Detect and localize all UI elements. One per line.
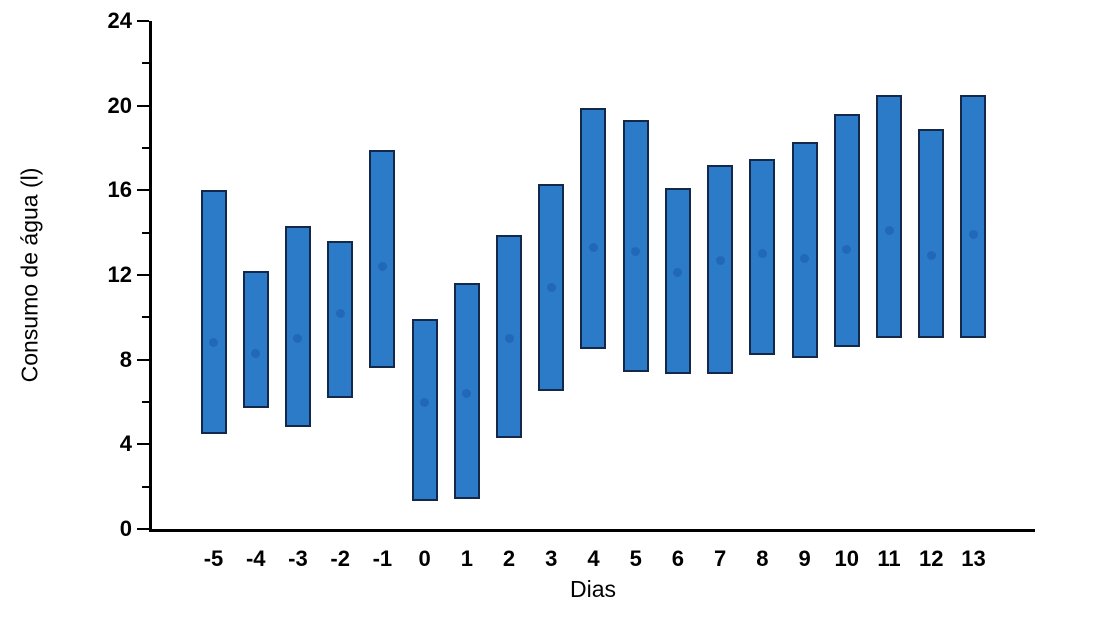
x-tick-label: -3 <box>288 546 308 571</box>
range-bar <box>960 95 987 339</box>
mean-dot <box>293 334 303 343</box>
x-tick-label: 8 <box>756 546 769 571</box>
x-axis-line <box>149 529 1035 532</box>
mean-dot <box>462 389 472 399</box>
x-tick-label: 1 <box>460 546 473 571</box>
mean-dot <box>588 242 598 252</box>
x-tick-label: 6 <box>671 546 685 571</box>
mean-dot <box>631 247 641 257</box>
mean-dot <box>420 397 430 407</box>
y-tick-label: 12 <box>107 262 132 287</box>
range-bar <box>833 114 860 347</box>
x-tick-label: 0 <box>418 546 431 571</box>
x-tick-label: -4 <box>245 546 266 571</box>
x-tick-label: 5 <box>629 546 642 571</box>
range-bar <box>242 270 269 409</box>
x-tick-label: 13 <box>961 546 986 571</box>
x-tick-label: 11 <box>877 546 901 571</box>
y-minor-tick <box>142 231 149 234</box>
x-tick-label: -2 <box>330 546 350 571</box>
mean-dot <box>757 249 767 259</box>
x-tick-label: 4 <box>587 546 600 571</box>
mean-dot <box>546 283 556 293</box>
y-major-tick <box>137 189 149 192</box>
y-major-tick <box>137 358 149 361</box>
x-tick-label: 12 <box>918 546 944 571</box>
x-tick-label: 7 <box>714 546 727 571</box>
y-minor-tick <box>142 147 149 149</box>
y-minor-tick <box>142 485 149 488</box>
mean-dot <box>251 348 261 358</box>
x-tick-label: 3 <box>545 546 558 571</box>
x-tick-label: -1 <box>372 546 393 571</box>
range-bar <box>918 128 945 339</box>
y-tick-label: 16 <box>107 177 132 203</box>
y-tick-label: 8 <box>119 346 132 372</box>
mean-dot <box>504 334 514 343</box>
range-bar <box>327 241 354 398</box>
y-major-tick <box>137 20 149 22</box>
mean-dot <box>968 230 978 240</box>
range-bar <box>664 188 691 375</box>
range-bar <box>200 190 227 434</box>
range-bar <box>876 95 903 339</box>
range-bar <box>284 226 311 428</box>
mean-dot <box>842 245 852 255</box>
mean-dot <box>800 253 810 263</box>
range-bar <box>496 234 523 438</box>
range-bar <box>580 107 607 350</box>
y-tick-label: 24 <box>107 8 132 33</box>
y-tick-label: 0 <box>119 516 132 541</box>
y-tick-label: 20 <box>107 92 132 118</box>
mean-dot <box>715 255 725 265</box>
y-tick-label: 4 <box>119 431 132 457</box>
y-minor-tick <box>142 401 149 403</box>
x-tick-label: 2 <box>502 546 516 571</box>
y-major-tick <box>137 274 149 276</box>
range-bar <box>411 319 438 502</box>
y-major-tick <box>137 528 149 530</box>
y-minor-tick <box>142 316 149 319</box>
range-bar <box>622 120 649 373</box>
mean-dot <box>335 308 345 318</box>
mean-dot <box>377 262 387 272</box>
mean-dot <box>209 338 218 348</box>
y-axis-line <box>149 21 152 532</box>
mean-dot <box>673 268 683 278</box>
range-bar <box>791 141 818 358</box>
range-bar <box>369 150 396 369</box>
y-minor-tick <box>142 62 149 65</box>
x-tick-label: 10 <box>834 546 860 571</box>
range-bar <box>707 164 734 375</box>
x-tick-label: -5 <box>203 546 224 571</box>
y-major-tick <box>137 443 149 446</box>
x-axis-title: Dias <box>569 576 616 602</box>
mean-dot <box>884 226 894 236</box>
y-major-tick <box>137 104 149 107</box>
x-tick-label: 9 <box>798 546 811 571</box>
mean-dot <box>926 251 936 261</box>
